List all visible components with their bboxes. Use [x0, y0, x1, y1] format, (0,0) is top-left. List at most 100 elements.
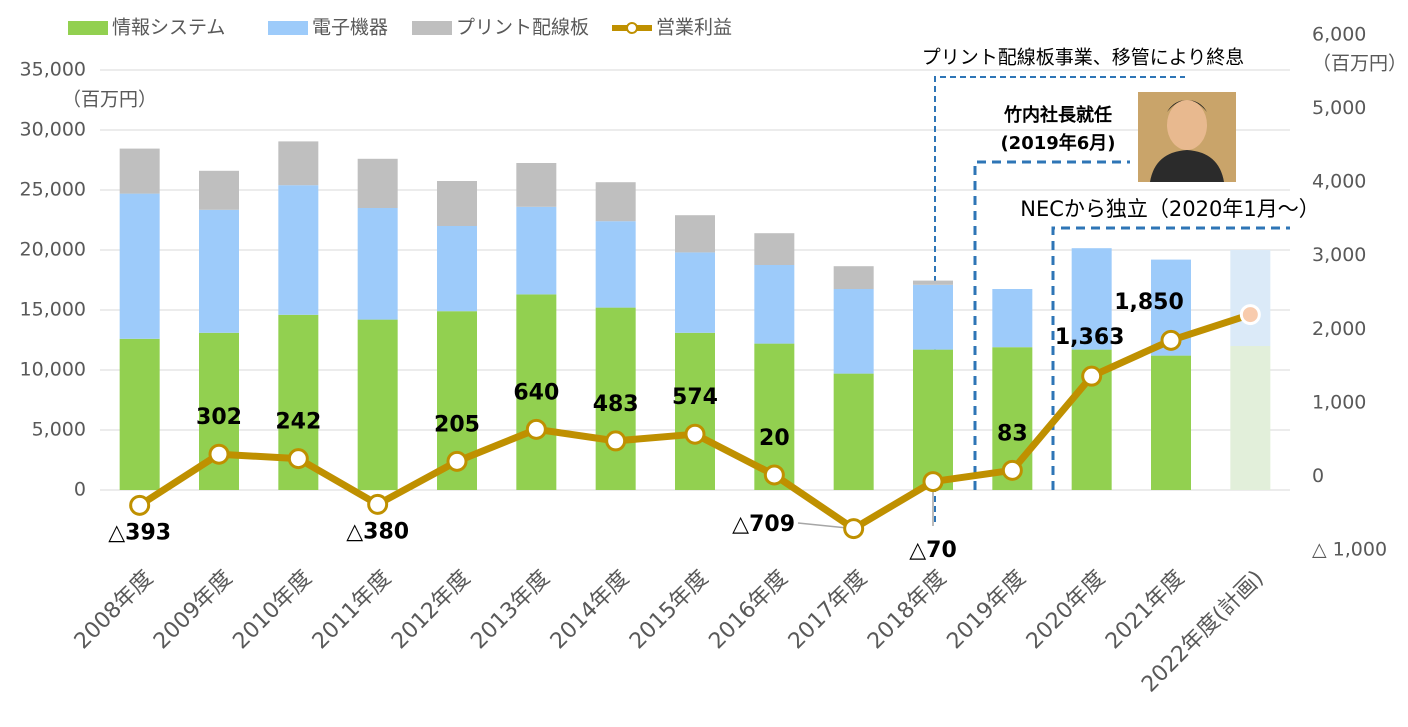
y2-tick-label: △ 1,000: [1312, 539, 1387, 561]
data-label: △709: [732, 512, 795, 537]
profit-marker: [1001, 459, 1023, 481]
legend-swatch: [268, 21, 308, 35]
x-tick-label: 2014年度: [546, 566, 634, 654]
x-tick-label: 2016年度: [704, 566, 792, 654]
data-label: △380: [346, 519, 409, 544]
frame-president: [973, 160, 1130, 490]
x-tick-label: 2009年度: [149, 566, 237, 654]
profit-marker: [446, 450, 468, 472]
bar-segment: [913, 349, 953, 490]
y-tick-label: 20,000: [20, 239, 86, 261]
bar-segment: [913, 280, 953, 285]
bar-segment: [357, 158, 398, 208]
data-label: 483: [593, 392, 639, 417]
profit-marker: [367, 493, 389, 515]
data-label: 574: [672, 385, 718, 410]
y-tick-label: 0: [74, 479, 86, 501]
y-unit: （百万円）: [62, 89, 157, 111]
y2-tick-label: 0: [1312, 465, 1324, 487]
y-tick-label: 30,000: [20, 119, 86, 141]
legend-marker: [626, 22, 638, 34]
x-tick-label: 2017年度: [784, 566, 872, 654]
bar-segment: [1151, 355, 1191, 490]
bar-segment: [199, 170, 239, 210]
profit-marker: [922, 471, 944, 493]
bar-segment: [833, 373, 874, 490]
bar-segment: [1230, 346, 1271, 490]
photo-hair: [1167, 100, 1207, 112]
bar-segment: [992, 289, 1033, 348]
x-tick-label: 2008年度: [70, 566, 158, 654]
annotation: (2019年6月): [1000, 132, 1115, 154]
y2-tick-label: 5,000: [1312, 97, 1366, 119]
y-tick-label: 35,000: [20, 59, 86, 81]
legend-label: 電子機器: [312, 17, 388, 39]
profit-marker: [287, 448, 309, 470]
x-tick-label: 2011年度: [308, 566, 396, 654]
bar-segment: [1230, 250, 1271, 346]
legend-swatch: [412, 21, 452, 35]
profit-marker: [525, 418, 547, 440]
bar-segment: [913, 284, 953, 350]
bar-segment: [675, 215, 715, 253]
profit-marker: [1081, 365, 1103, 387]
y2-tick-label: 2,000: [1312, 318, 1366, 340]
legend-label: 営業利益: [656, 17, 732, 39]
dashed-frames: [934, 76, 1290, 522]
profit-marker: [763, 464, 785, 486]
bar-segment: [516, 294, 557, 490]
frame-independence: [1051, 226, 1290, 490]
data-label: 302: [196, 405, 242, 430]
bar-segment: [437, 181, 477, 226]
bar-segment: [278, 141, 319, 186]
profit-marker: [208, 443, 230, 465]
bar-segment: [516, 206, 557, 295]
data-label: △70: [909, 538, 957, 563]
annotation: プリント配線板事業、移管により終息: [922, 47, 1245, 69]
data-label: △393: [108, 520, 171, 545]
data-label: 1,363: [1055, 325, 1125, 350]
bar-segment: [754, 233, 795, 265]
bar-segment: [675, 332, 715, 490]
bar-segment: [754, 265, 795, 344]
bar-segment: [119, 148, 160, 194]
data-label: 83: [997, 421, 1028, 446]
x-tick-label: 2013年度: [466, 566, 554, 654]
bar-segment: [278, 185, 319, 315]
bar-segment: [119, 338, 160, 490]
x-tick-label: 2018年度: [863, 566, 951, 654]
data-label: 20: [759, 426, 790, 451]
bar-segment: [595, 221, 636, 308]
data-label: 1,850: [1114, 290, 1184, 315]
profit-marker: [1239, 304, 1261, 326]
x-tick-label: 2020年度: [1022, 566, 1110, 654]
profit-marker: [684, 423, 706, 445]
bar-segment: [119, 193, 160, 339]
y-tick-label: 10,000: [20, 359, 86, 381]
x-tick-label: 2015年度: [625, 566, 713, 654]
profit-marker: [129, 494, 151, 516]
y2-tick-label: 6,000: [1312, 24, 1366, 46]
photo-suit: [1150, 150, 1224, 182]
photo: [1138, 92, 1236, 182]
bar-segment: [357, 208, 398, 320]
data-label: 205: [434, 412, 480, 437]
profit-marker: [843, 518, 865, 540]
x-tick-label: 2012年度: [387, 566, 475, 654]
bar-segment: [199, 209, 239, 333]
bar-segment: [675, 252, 715, 333]
bar-segment: [1071, 248, 1112, 350]
y2-tick-label: 4,000: [1312, 171, 1366, 193]
photo-face: [1167, 100, 1207, 150]
bar-segment: [595, 307, 636, 490]
bar-segment: [516, 163, 557, 207]
legend-label: プリント配線板: [456, 17, 589, 39]
y2-tick-label: 1,000: [1312, 391, 1366, 413]
bar-segment: [357, 319, 398, 490]
profit-marker: [1160, 329, 1182, 351]
x-tick-label: 2010年度: [228, 566, 316, 654]
profit-marker: [605, 430, 627, 452]
y2-tick-label: 3,000: [1312, 244, 1366, 266]
legend-swatch: [68, 21, 108, 35]
